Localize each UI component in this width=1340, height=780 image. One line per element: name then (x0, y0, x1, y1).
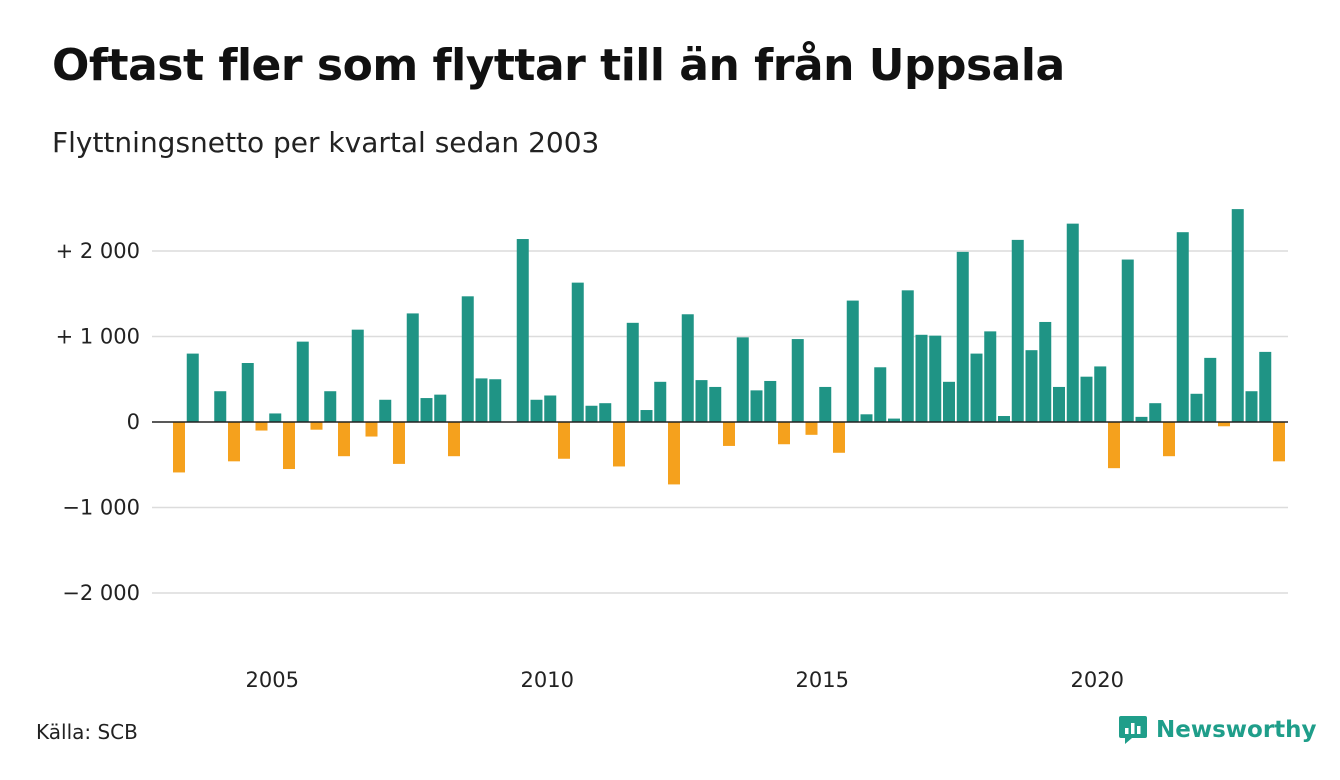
bar (640, 410, 653, 422)
bar (874, 367, 887, 422)
bar (819, 386, 832, 422)
bar (1190, 393, 1203, 422)
bar (228, 422, 240, 462)
bar (833, 422, 845, 453)
bar (681, 314, 694, 422)
bar (296, 341, 309, 422)
bar (351, 329, 364, 422)
x-tick-label: 2005 (246, 668, 299, 692)
bar (1080, 376, 1093, 422)
bar (915, 334, 928, 422)
axes: + 2 000 + 1 000 0 −1 000 −2 000 2005 2010 2015 2… (56, 239, 1288, 692)
bar (324, 391, 337, 422)
bar (571, 282, 584, 422)
bar (901, 290, 914, 422)
bar (1025, 350, 1038, 422)
bar (173, 422, 185, 473)
bar (448, 422, 460, 457)
bar (558, 422, 570, 459)
y-tick-label: −2 000 (62, 581, 140, 605)
bar (791, 339, 804, 422)
x-tick-label: 2010 (521, 668, 574, 692)
bar (365, 422, 378, 437)
bar (1149, 403, 1162, 422)
x-tick-label: 2015 (796, 668, 849, 692)
bar (695, 380, 708, 422)
bar (379, 399, 392, 422)
bar (846, 300, 859, 422)
bar (860, 414, 873, 422)
newsworthy-logo-icon (1119, 716, 1147, 744)
bar (475, 378, 488, 422)
bars (173, 209, 1285, 485)
bar (1245, 391, 1258, 422)
bar (310, 422, 323, 430)
bar (998, 416, 1010, 422)
bar (1163, 422, 1175, 457)
bar (929, 335, 942, 422)
bar (461, 296, 474, 422)
newsworthy-logo: Newsworthy (1118, 714, 1317, 746)
chart-subtitle: Flyttningsnetto per kvartal sedan 2003 (52, 126, 600, 159)
bar (709, 386, 722, 422)
bar-chart: + 2 000 + 1 000 0 −1 000 −2 000 2005 2010 2015 2… (56, 209, 1288, 692)
x-tick-label: 2020 (1071, 668, 1124, 692)
bar (723, 422, 735, 446)
bar (214, 391, 227, 422)
bar (255, 422, 268, 431)
bar (1204, 357, 1217, 422)
bar (1053, 386, 1065, 422)
bar (1273, 422, 1285, 462)
y-tick-label: + 2 000 (56, 239, 140, 263)
chart-title: Oftast fler som flyttar till än från Upp… (52, 40, 1065, 91)
bar (805, 422, 818, 435)
bar (599, 403, 612, 422)
bar (1121, 259, 1134, 422)
bar (393, 422, 405, 464)
bar (970, 353, 983, 422)
bar (1218, 422, 1230, 427)
y-tick-label: −1 000 (62, 496, 140, 520)
bar (434, 394, 447, 422)
bar (1094, 366, 1107, 422)
y-tick-label: + 1 000 (56, 325, 140, 349)
bar (530, 399, 543, 422)
bar (626, 322, 639, 422)
brand-name: Newsworthy (1156, 717, 1317, 743)
bar (1231, 209, 1244, 422)
bar (888, 418, 900, 422)
bar (1066, 223, 1079, 422)
source-note: Källa: SCB (36, 720, 138, 744)
bar (943, 381, 955, 422)
bar (1259, 351, 1272, 422)
bar (544, 395, 557, 422)
bar (420, 398, 433, 422)
bar (585, 405, 598, 422)
bar (984, 331, 997, 422)
bar (956, 251, 969, 422)
bar (736, 337, 749, 422)
bar (654, 381, 667, 422)
bar (241, 363, 254, 422)
bar (1176, 232, 1189, 422)
bar (1011, 239, 1024, 422)
bar (186, 353, 199, 422)
y-tick-label: 0 (127, 410, 140, 434)
bar (406, 313, 419, 422)
bar (269, 413, 282, 422)
bar (489, 379, 502, 422)
bar (750, 390, 763, 422)
bar (1135, 416, 1148, 422)
bar (778, 422, 790, 445)
gridlines (152, 250, 1288, 594)
bar (764, 380, 777, 422)
bar (338, 422, 350, 457)
bar (1039, 321, 1052, 422)
bar (516, 239, 529, 422)
bar (668, 422, 680, 485)
bar (613, 422, 625, 467)
bar (1108, 422, 1120, 469)
bar (283, 422, 295, 470)
